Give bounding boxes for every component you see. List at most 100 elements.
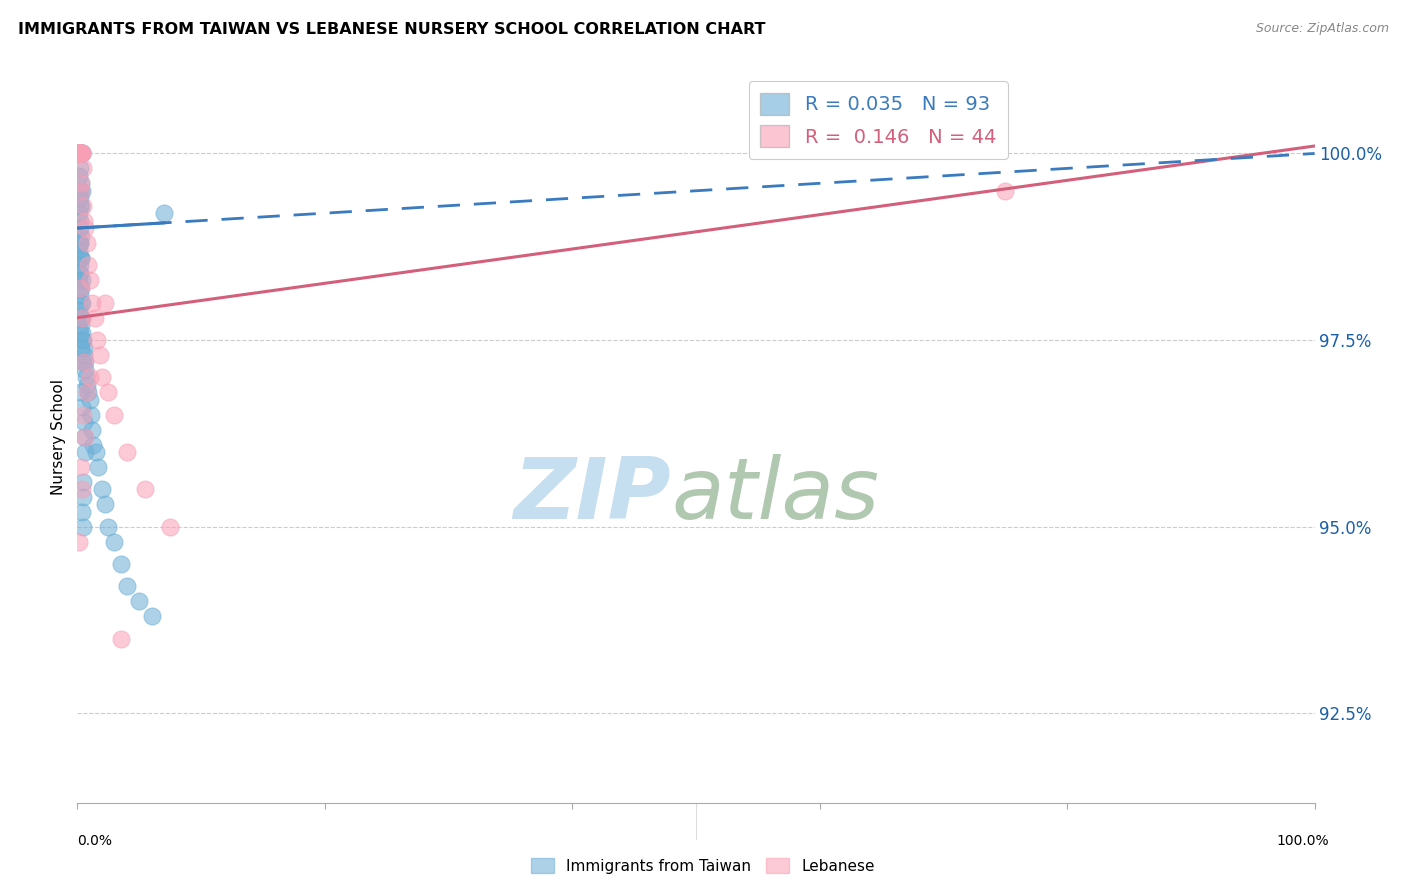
- Point: [67, 146, 90, 161]
- Point: [69, 146, 91, 161]
- Point: [70, 310, 93, 325]
- Point: [72, 326, 94, 340]
- Text: 0.0%: 0.0%: [77, 834, 112, 848]
- Point: [69, 235, 91, 250]
- Point: [69, 341, 91, 355]
- Point: [69, 326, 91, 340]
- Text: 100.0%: 100.0%: [1277, 834, 1329, 848]
- Point: [97, 519, 120, 533]
- Point: [69, 221, 91, 235]
- Point: [72, 333, 94, 347]
- Point: [70, 177, 93, 191]
- Point: [69, 146, 91, 161]
- Point: [69, 146, 91, 161]
- Point: [69, 146, 91, 161]
- Y-axis label: Nursery School: Nursery School: [51, 379, 66, 495]
- Point: [69, 251, 91, 265]
- Point: [67, 146, 90, 161]
- Point: [76, 235, 98, 250]
- Point: [69, 235, 91, 250]
- Point: [70, 310, 93, 325]
- Point: [67, 273, 90, 287]
- Point: [70, 199, 93, 213]
- Point: [67, 303, 90, 318]
- Point: [70, 146, 93, 161]
- Point: [69, 146, 91, 161]
- Point: [72, 355, 94, 369]
- Point: [69, 191, 91, 205]
- Point: [70, 146, 93, 161]
- Point: [80, 408, 103, 422]
- Point: [93, 295, 115, 310]
- Point: [70, 177, 93, 191]
- Legend: Immigrants from Taiwan, Lebanese: Immigrants from Taiwan, Lebanese: [524, 852, 882, 880]
- Point: [115, 445, 138, 459]
- Point: [70, 146, 93, 161]
- Point: [67, 146, 90, 161]
- Point: [69, 146, 91, 161]
- Point: [70, 146, 93, 161]
- Point: [69, 146, 91, 161]
- Point: [83, 310, 105, 325]
- Point: [69, 146, 91, 161]
- Point: [67, 146, 90, 161]
- Point: [87, 459, 110, 474]
- Point: [77, 259, 100, 273]
- Point: [110, 557, 132, 571]
- Point: [70, 318, 93, 332]
- Point: [69, 146, 91, 161]
- Point: [69, 310, 91, 325]
- Point: [73, 348, 96, 362]
- Point: [69, 161, 91, 176]
- Point: [103, 408, 125, 422]
- Point: [141, 609, 163, 624]
- Point: [79, 273, 101, 287]
- Point: [86, 333, 108, 347]
- Text: IMMIGRANTS FROM TAIWAN VS LEBANESE NURSERY SCHOOL CORRELATION CHART: IMMIGRANTS FROM TAIWAN VS LEBANESE NURSE…: [18, 22, 766, 37]
- Point: [70, 401, 93, 415]
- Point: [153, 206, 176, 220]
- Point: [72, 355, 94, 369]
- Point: [67, 146, 90, 161]
- Point: [76, 377, 98, 392]
- Point: [67, 221, 90, 235]
- Point: [72, 483, 94, 497]
- Point: [91, 370, 114, 384]
- Point: [79, 392, 101, 407]
- Text: atlas: atlas: [671, 454, 879, 537]
- Point: [69, 146, 91, 161]
- Point: [82, 295, 104, 310]
- Point: [73, 430, 96, 444]
- Point: [115, 579, 138, 593]
- Point: [75, 363, 97, 377]
- Point: [72, 490, 94, 504]
- Point: [103, 534, 125, 549]
- Legend: R = 0.035   N = 93, R =  0.146   N = 44: R = 0.035 N = 93, R = 0.146 N = 44: [748, 81, 1008, 159]
- Point: [69, 213, 91, 227]
- Point: [69, 281, 91, 295]
- Point: [70, 146, 93, 161]
- Point: [72, 161, 94, 176]
- Point: [93, 497, 115, 511]
- Point: [134, 483, 156, 497]
- Point: [69, 259, 91, 273]
- Point: [69, 459, 91, 474]
- Point: [70, 295, 93, 310]
- Point: [67, 235, 90, 250]
- Point: [75, 221, 97, 235]
- Point: [67, 244, 90, 258]
- Point: [70, 146, 93, 161]
- Point: [69, 184, 91, 198]
- Point: [69, 251, 91, 265]
- Point: [69, 146, 91, 161]
- Point: [73, 213, 96, 227]
- Point: [69, 310, 91, 325]
- Point: [77, 385, 100, 400]
- Point: [67, 146, 90, 161]
- Point: [70, 385, 93, 400]
- Point: [69, 199, 91, 213]
- Point: [67, 534, 90, 549]
- Point: [994, 184, 1017, 198]
- Point: [70, 146, 93, 161]
- Point: [72, 333, 94, 347]
